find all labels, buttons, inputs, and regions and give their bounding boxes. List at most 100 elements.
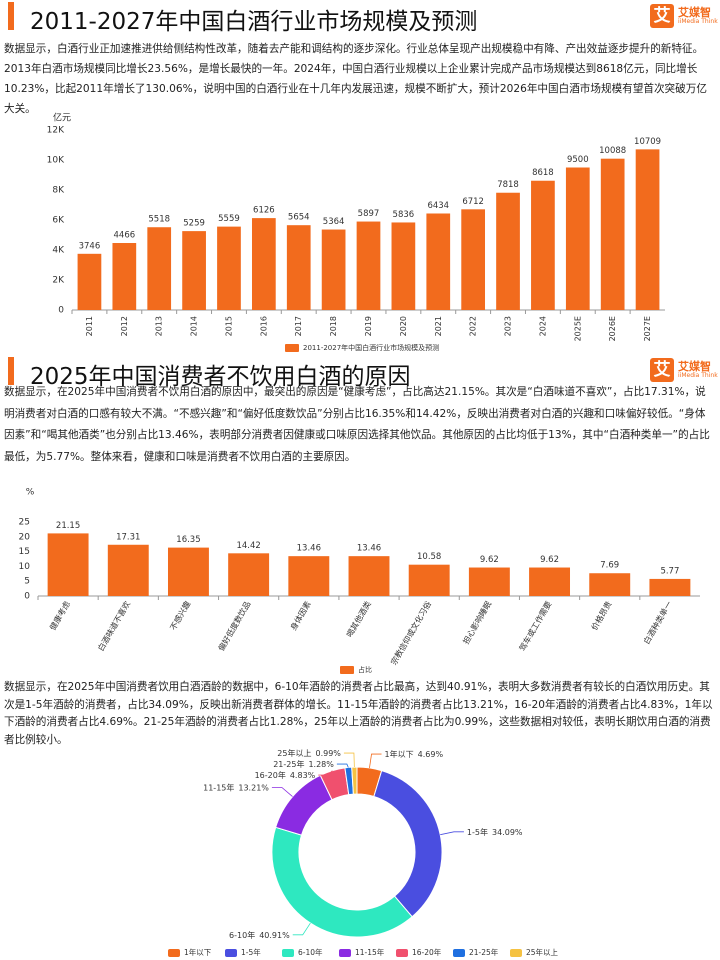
x-tick-label: 2022 [469,316,478,336]
data-label: 7.69 [600,561,619,571]
x-tick-label: 2026E [608,316,617,341]
x-tick-label: 2011 [85,316,94,336]
data-label: 6712 [462,197,484,207]
bar [321,229,346,310]
bar [182,231,206,310]
data-label: 16.35 [176,535,200,545]
x-tick-label: 2012 [120,316,129,336]
data-label: 5518 [148,215,170,225]
category-name: 11-15年 [203,782,234,792]
y-tick-label: 0 [24,592,30,602]
leader-line [369,753,382,768]
x-tick-label: 喝其他酒类 [344,599,373,639]
data-label: 13.46 [357,544,381,554]
data-label: 10.58 [417,552,441,562]
bar [286,225,311,310]
donut-slice [373,770,443,918]
x-tick-label: 偏好低度数饮品 [216,599,253,652]
x-tick-label: 健康考虑 [47,599,72,632]
y-tick-label: 12K [47,126,65,136]
y-tick-label: 5 [24,577,30,587]
bar [228,553,270,596]
bar [600,158,625,310]
logo-sub: iiMedia Think [678,372,718,379]
data-label: 4466 [114,231,136,241]
logo-name: 艾媒智 [678,6,711,19]
x-tick-label: 驾车或工作需要 [517,599,554,652]
data-label: 5559 [218,214,240,224]
legend-marker [396,949,408,957]
category-name: 1年以下 [385,749,414,759]
bar [529,567,571,596]
bar [426,213,451,310]
data-label: 5.77 [660,566,679,576]
x-tick-label: 白酒味道不喜欢 [96,599,133,652]
donut-slice [275,774,333,836]
y-tick-label: 0 [58,306,64,316]
data-label: 25年以上 0.99% [277,748,341,758]
value-label: 0.99% [315,749,341,758]
data-label: 1-5年 34.09% [467,826,523,836]
logo-sub: iiMedia Think [678,18,718,25]
data-label: 21-25年 1.28% [273,759,334,769]
value-label: 4.69% [418,750,444,759]
legend-label: 2011-2027年中国白酒行业市场规模及预测 [303,343,439,352]
data-label: 14.42 [236,541,260,551]
legend-label: 占比 [358,665,372,674]
legend-label: 6-10年 [298,947,323,957]
category-name: 6-10年 [229,929,255,939]
legend-marker [339,949,351,957]
bar [251,218,276,310]
y-tick-label: 10K [47,156,65,166]
logo-icon: 艾 [650,358,674,382]
bar [77,253,102,310]
chart: 1年以下 4.69% 1-5年 34.09% 25年以上 0.99% 21-25年 1.28%… [168,748,559,957]
y-tick-label: 10 [19,562,31,572]
leader-line [336,763,349,768]
leader-line [271,787,293,797]
legend-marker [285,344,299,352]
data-label: 3746 [79,241,101,251]
data-label: 5654 [288,213,310,223]
leader-line [318,770,333,776]
x-tick-label: 担心影响睡眠 [461,599,494,646]
data-label: 9500 [567,155,589,165]
data-label: 9.62 [540,555,559,565]
value-label: 13.21% [238,783,269,792]
logo-name: 艾媒智 [678,360,711,373]
bar [531,180,555,310]
data-label: 21.15 [56,521,80,531]
leader-line [440,831,464,836]
data-label: 5259 [183,219,205,229]
x-tick-label: 2021 [434,316,443,336]
x-tick-label: 不感兴趣 [168,599,193,632]
logo-icon: 艾 [650,4,674,28]
y-axis-label: % [26,488,35,498]
x-tick-label: 2016 [259,316,268,336]
y-tick-label: 4K [52,246,65,256]
bar [348,556,390,596]
paragraph: 数据显示，在2025年中国消费者饮用白酒酒龄的数据中，6-10年酒龄的消费者占比… [4,681,713,746]
category-name: 21-25年 [273,759,304,769]
bar [112,243,137,310]
bar [391,222,416,310]
chart: 亿元 0 2K 4K 6K 8K 10K 12K 2011 2012 2013 2014 2015 201… [47,112,665,352]
paragraph: 数据显示，在2025年中国消费者不饮用白酒的原因中，最突出的原因是“健康考虑”，… [4,386,710,463]
x-tick-label: 2024 [538,316,547,336]
bar [47,533,89,596]
value-label: 4.83% [290,771,316,780]
section-title: 2025年中国消费者不饮用白酒的原因 [30,364,411,390]
x-tick-label: 白酒种类单一 [641,599,674,646]
x-tick-label: 2015 [224,316,233,336]
data-label: 6434 [427,201,449,211]
bar [217,226,241,310]
y-tick-label: 25 [19,518,30,528]
legend-label: 25年以上 [526,947,559,957]
data-label: 9.62 [480,555,499,565]
section-title: 2011-2027年中国白酒行业市场规模及预测 [30,9,478,35]
chart: % 0 5 10 15 20 25 健康考虑 白酒味道不喜欢 不感兴趣 偏好低度数饮品 身体因素 喝其他… [19,488,700,674]
legend-label: 21-25年 [469,947,499,957]
data-label: 13.46 [297,544,321,554]
x-tick-label: 2019 [364,316,373,336]
